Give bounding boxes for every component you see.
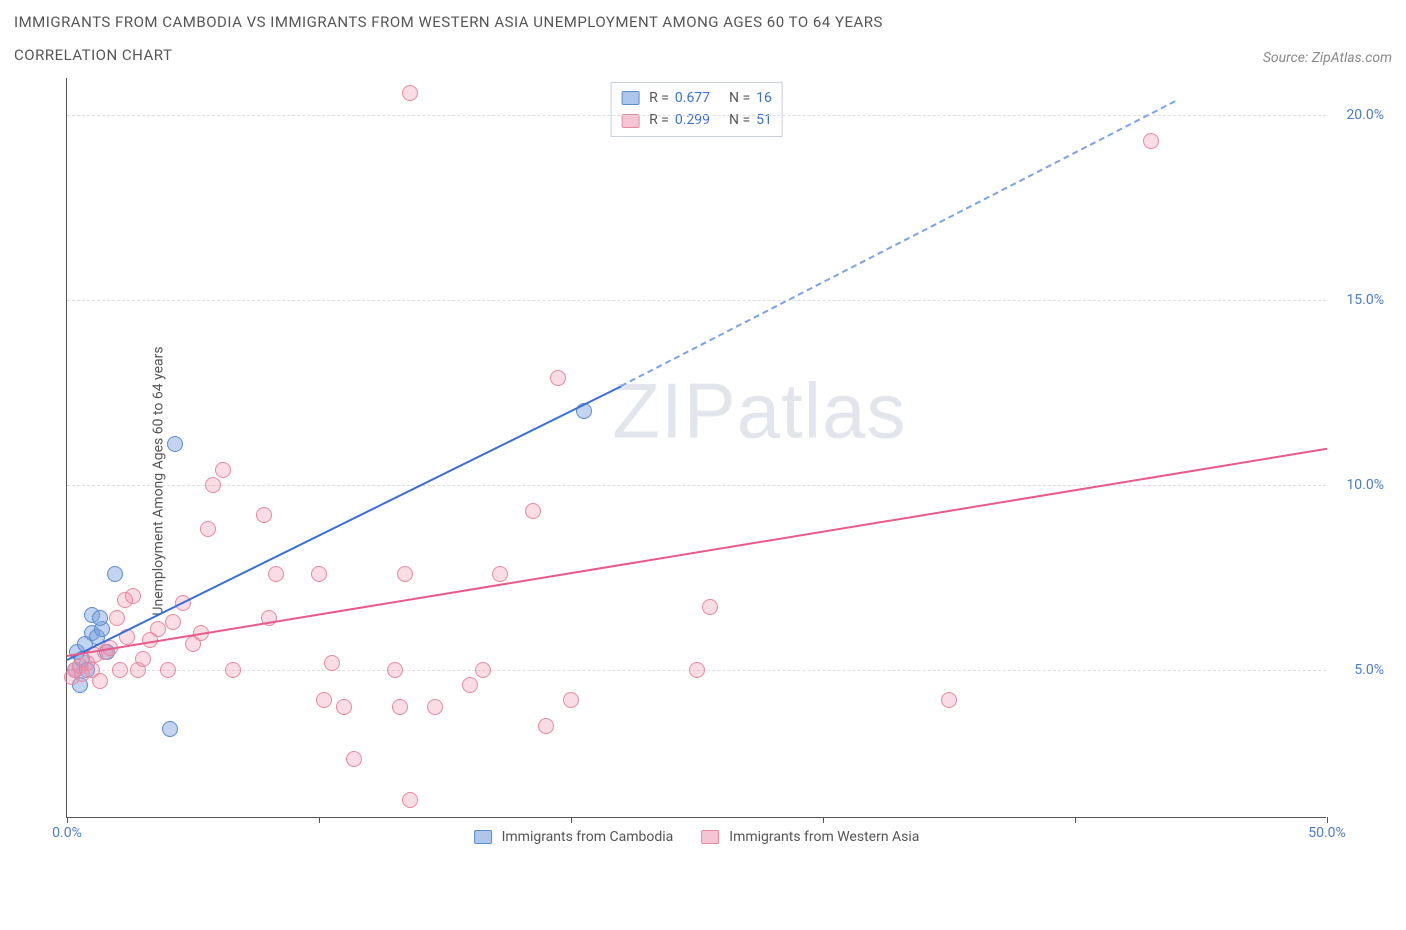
data-point <box>256 507 272 523</box>
data-point <box>689 662 705 678</box>
x-tick <box>319 817 320 823</box>
data-point <box>268 566 284 582</box>
x-tick-label: 0.0% <box>52 825 82 841</box>
data-point <box>109 610 125 626</box>
data-point <box>162 721 178 737</box>
data-point <box>538 718 554 734</box>
data-point <box>92 673 108 689</box>
data-point <box>702 599 718 615</box>
data-point <box>205 477 221 493</box>
data-point <box>167 436 183 452</box>
data-point <box>397 566 413 582</box>
data-point <box>563 692 579 708</box>
x-tick <box>1075 817 1076 823</box>
swatch-western-asia-icon <box>701 830 719 844</box>
data-point <box>550 370 566 386</box>
data-point <box>311 566 327 582</box>
trend-line <box>67 448 1327 657</box>
gridline <box>67 115 1326 116</box>
legend-item-western-asia: Immigrants from Western Asia <box>701 829 919 845</box>
y-tick-label: 20.0% <box>1346 107 1384 123</box>
data-point <box>492 566 508 582</box>
data-point <box>160 662 176 678</box>
x-tick-label: 50.0% <box>1308 825 1346 841</box>
y-tick-label: 15.0% <box>1346 292 1384 308</box>
data-point <box>475 662 491 678</box>
stats-row-western-asia: R = 0.299 N = 51 <box>621 109 772 131</box>
y-tick-label: 10.0% <box>1346 477 1384 493</box>
data-point <box>92 610 108 626</box>
plot-area: ZIPatlas R = 0.677 N = 16 R = 0.299 N = … <box>66 78 1326 818</box>
swatch-cambodia-icon <box>621 91 639 105</box>
source-label: Source: ZipAtlas.com <box>1263 50 1392 66</box>
data-point <box>165 614 181 630</box>
chart-subtitle: CORRELATION CHART <box>14 45 883 66</box>
data-point <box>941 692 957 708</box>
y-tick-label: 5.0% <box>1354 662 1384 678</box>
data-point <box>200 521 216 537</box>
swatch-cambodia-icon <box>474 830 492 844</box>
x-tick <box>1327 817 1328 823</box>
data-point <box>387 662 403 678</box>
x-tick <box>67 817 68 823</box>
data-point <box>112 662 128 678</box>
stats-row-cambodia: R = 0.677 N = 16 <box>621 87 772 109</box>
data-point <box>336 699 352 715</box>
gridline <box>67 485 1326 486</box>
data-point <box>125 588 141 604</box>
x-tick <box>571 817 572 823</box>
data-point <box>525 503 541 519</box>
series-legend: Immigrants from Cambodia Immigrants from… <box>474 829 920 845</box>
data-point <box>225 662 241 678</box>
data-point <box>427 699 443 715</box>
n-value-cambodia: 16 <box>756 87 772 109</box>
data-point <box>135 651 151 667</box>
r-value-western-asia: 0.299 <box>675 109 710 131</box>
watermark: ZIPatlas <box>612 365 906 456</box>
legend-item-cambodia: Immigrants from Cambodia <box>474 829 674 845</box>
trend-line <box>621 100 1176 387</box>
x-tick <box>823 817 824 823</box>
data-point <box>150 621 166 637</box>
data-point <box>346 751 362 767</box>
correlation-chart: Unemployment Among Ages 60 to 64 years Z… <box>6 70 1400 892</box>
chart-title: IMMIGRANTS FROM CAMBODIA VS IMMIGRANTS F… <box>14 12 883 33</box>
data-point <box>392 699 408 715</box>
n-value-western-asia: 51 <box>756 109 772 131</box>
data-point <box>324 655 340 671</box>
data-point <box>402 792 418 808</box>
data-point <box>462 677 478 693</box>
data-point <box>107 566 123 582</box>
trend-line <box>67 385 622 661</box>
data-point <box>215 462 231 478</box>
data-point <box>1143 133 1159 149</box>
stats-legend: R = 0.677 N = 16 R = 0.299 N = 51 <box>610 82 783 137</box>
gridline <box>67 300 1326 301</box>
data-point <box>316 692 332 708</box>
r-value-cambodia: 0.677 <box>675 87 710 109</box>
data-point <box>402 85 418 101</box>
